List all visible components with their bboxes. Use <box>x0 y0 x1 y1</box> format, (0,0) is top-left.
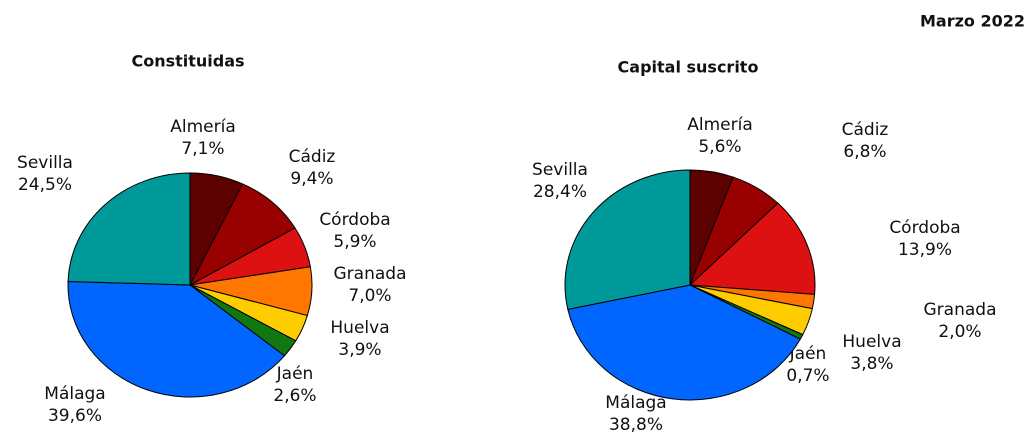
slice-label: Cádiz <box>289 147 336 167</box>
slice-value: 0,7% <box>786 366 829 386</box>
slice-value: 5,9% <box>333 232 376 252</box>
slice-label: Huelva <box>330 318 389 338</box>
slice-value: 3,8% <box>850 354 893 374</box>
slice-label: Córdoba <box>319 210 390 230</box>
pie-slice <box>688 202 816 295</box>
slice-label: Almería <box>687 115 753 135</box>
slice-label: Sevilla <box>532 160 588 180</box>
slice-value: 7,1% <box>181 139 224 159</box>
pie-slice <box>564 169 691 310</box>
slice-label: Málaga <box>44 384 105 404</box>
chart-title: Constituidas <box>131 52 244 71</box>
chart-title: Capital suscrito <box>618 58 759 77</box>
slice-label: Almería <box>170 117 236 137</box>
pie-slice <box>67 172 191 286</box>
slice-value: 5,6% <box>698 137 741 157</box>
slice-label: Granada <box>334 264 407 284</box>
slice-label: Jaén <box>789 344 827 364</box>
slice-value: 7,0% <box>348 286 391 306</box>
slice-label: Córdoba <box>889 218 960 238</box>
slice-value: 13,9% <box>898 240 952 260</box>
slice-value: 28,4% <box>533 182 587 202</box>
slice-label: Málaga <box>605 393 666 413</box>
slice-value: 6,8% <box>843 142 886 162</box>
slice-value: 39,6% <box>48 406 102 426</box>
slice-value: 38,8% <box>609 415 663 433</box>
slice-value: 3,9% <box>338 340 381 360</box>
slice-label: Sevilla <box>17 153 73 173</box>
date: Marzo 2022 <box>920 12 1025 31</box>
slice-label: Jaén <box>276 364 314 384</box>
slice-value: 2,6% <box>273 386 316 406</box>
slice-value: 2,0% <box>938 322 981 342</box>
pie-slice <box>67 280 286 398</box>
pie-slice <box>567 284 801 401</box>
slice-label: Granada <box>924 300 997 320</box>
slice-label: Huelva <box>842 332 901 352</box>
slice-value: 24,5% <box>18 175 72 195</box>
slice-label: Cádiz <box>842 120 889 140</box>
slice-value: 9,4% <box>290 169 333 189</box>
